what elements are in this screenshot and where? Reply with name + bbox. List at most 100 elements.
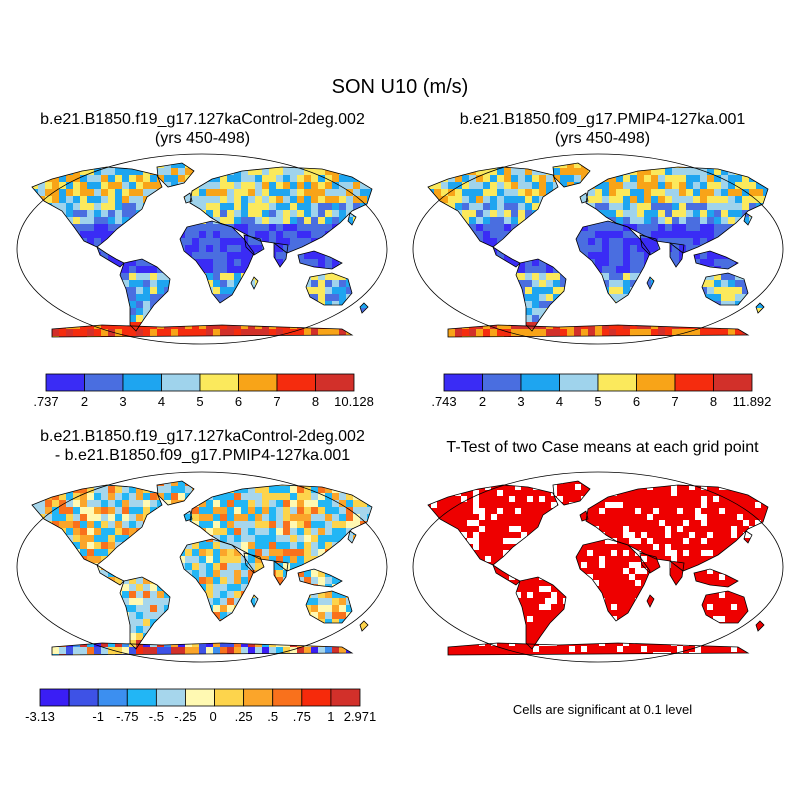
- land-field: [428, 481, 768, 655]
- coastline-africa: [575, 538, 651, 622]
- panel-title-line1: b.e21.B1850.f09_g17.PMIP4-127ka.001: [459, 111, 746, 128]
- panel-title-pmip4: b.e21.B1850.f09_g17.PMIP4-127ka.001 (yrs…: [410, 110, 795, 148]
- coastline-africa: [575, 220, 651, 304]
- colorbar-tick-label: 6: [633, 394, 640, 409]
- coastline-south-america: [119, 576, 171, 650]
- coastline-uk: [183, 510, 193, 522]
- colorbar-tick-label: .25: [235, 709, 253, 724]
- coastline-africa: [179, 220, 255, 304]
- land-field: [32, 481, 372, 655]
- colorbar-tick-label: 7: [273, 394, 280, 409]
- colorbar-swatch: [126, 688, 157, 707]
- colorbar-tick-label: 7: [671, 394, 678, 409]
- coastlines: [31, 480, 373, 656]
- colorbar-swatch: [301, 688, 332, 707]
- coastline-central-america: [96, 245, 125, 268]
- colorbar-tick-label: -.75: [116, 709, 138, 724]
- coastlines: [427, 162, 769, 338]
- coastline-uk: [579, 192, 589, 204]
- colorbar-swatch: [636, 373, 676, 392]
- coastline-europe-asia: [189, 166, 373, 254]
- coastline-madagascar: [646, 276, 655, 290]
- colorbar-tick-label: -1: [92, 709, 104, 724]
- map-boundary: [16, 153, 388, 345]
- coastline-australia: [701, 590, 749, 624]
- coastline-india: [273, 242, 289, 268]
- coastline-greenland: [156, 480, 195, 506]
- panel-title-control: b.e21.B1850.f19_g17.127kaControl-2deg.00…: [10, 110, 395, 148]
- coastline-new-zealand: [755, 620, 765, 632]
- colorbar-tick-label: 3: [517, 394, 524, 409]
- colorbar-swatch: [315, 373, 355, 392]
- coastline-se-asia-islands: [297, 250, 343, 270]
- coastline-japan: [347, 530, 357, 544]
- coastline-central-america: [492, 245, 521, 268]
- colorbar-swatch: [482, 373, 522, 392]
- coastline-japan: [743, 530, 753, 544]
- coastline-se-asia-islands: [693, 250, 739, 270]
- colorbar-tick-label: 3: [119, 394, 126, 409]
- colorbar-swatch: [559, 373, 599, 392]
- colorbar-tick-label: 2.971: [344, 709, 377, 724]
- colorbar-swatch: [243, 688, 274, 707]
- colorbar-swatch: [155, 688, 186, 707]
- coastline-japan: [347, 212, 357, 226]
- map-panel-difference: [16, 471, 388, 663]
- coastline-greenland: [552, 162, 591, 188]
- colorbar-swatch: [443, 373, 483, 392]
- coastlines: [31, 162, 373, 338]
- map-panel-ttest: [412, 471, 784, 663]
- panel-title-line1: b.e21.B1850.f19_g17.127kaControl-2deg.00…: [40, 111, 365, 128]
- panel-title-line1: b.e21.B1850.f19_g17.127kaControl-2deg.00…: [40, 428, 365, 445]
- colorbar-swatch: [122, 373, 162, 392]
- colorbar-swatch: [45, 373, 85, 392]
- land-field: [32, 163, 372, 337]
- panel-title-line2: (yrs 450-498): [154, 130, 251, 147]
- colorbar-swatch: [597, 373, 637, 392]
- coastline-india: [669, 242, 685, 268]
- colorbar-swatch: [39, 688, 70, 707]
- coastline-se-asia-islands: [297, 568, 343, 588]
- panel-title-line2: (yrs 450-498): [554, 130, 651, 147]
- colorbar-swatch: [276, 373, 316, 392]
- map-panel-pmip4: [412, 153, 784, 345]
- coastline-madagascar: [646, 594, 655, 608]
- coastline-europe-asia: [585, 166, 769, 254]
- colorbar-tick-label: 4: [158, 394, 165, 409]
- coastline-africa: [179, 538, 255, 622]
- coastline-new-zealand: [755, 302, 765, 314]
- significance-note: Cells are significant at 0.1 level: [512, 702, 693, 717]
- panel-title-difference: b.e21.B1850.f19_g17.127kaControl-2deg.00…: [10, 427, 395, 465]
- coastline-arabia: [639, 234, 661, 256]
- coastline-uk: [579, 510, 589, 522]
- panel-title-line1: T-Test of two Case means at each grid po…: [446, 439, 759, 456]
- land-field: [428, 163, 768, 337]
- colorbar-swatch: [214, 688, 245, 707]
- map-boundary: [16, 471, 388, 663]
- coastline-south-america: [515, 576, 567, 650]
- colorbar-swatch: [161, 373, 201, 392]
- colorbar-control: .737 2 3 4 5 6 7 8 10.128: [33, 373, 374, 409]
- colorbar-swatch: [199, 373, 239, 392]
- coastline-arabia: [243, 552, 265, 574]
- colorbar-tick-label: 1: [327, 709, 334, 724]
- coastline-new-zealand: [359, 620, 369, 632]
- coastline-europe-asia: [585, 484, 769, 572]
- colorbar-swatch: [520, 373, 560, 392]
- coastline-uk: [183, 192, 193, 204]
- coastline-antarctica: [51, 324, 354, 338]
- colorbar-tick-label: -3.13: [25, 709, 55, 724]
- coastline-new-zealand: [359, 302, 369, 314]
- map-panel-control: [16, 153, 388, 345]
- coastline-north-america: [31, 166, 163, 248]
- coastline-north-america: [31, 484, 163, 566]
- coastline-antarctica: [447, 642, 750, 656]
- coastline-greenland: [156, 162, 195, 188]
- coastline-central-america: [96, 563, 125, 586]
- colorbar-swatch: [185, 688, 215, 707]
- coastline-australia: [701, 272, 749, 306]
- colorbar-tick-label: .75: [293, 709, 311, 724]
- panel-title-line2: - b.e21.B1850.f09_g17.PMIP4-127ka.001: [54, 447, 351, 464]
- colorbar-tick-label: 11.892: [733, 394, 772, 409]
- coastlines: [427, 480, 769, 656]
